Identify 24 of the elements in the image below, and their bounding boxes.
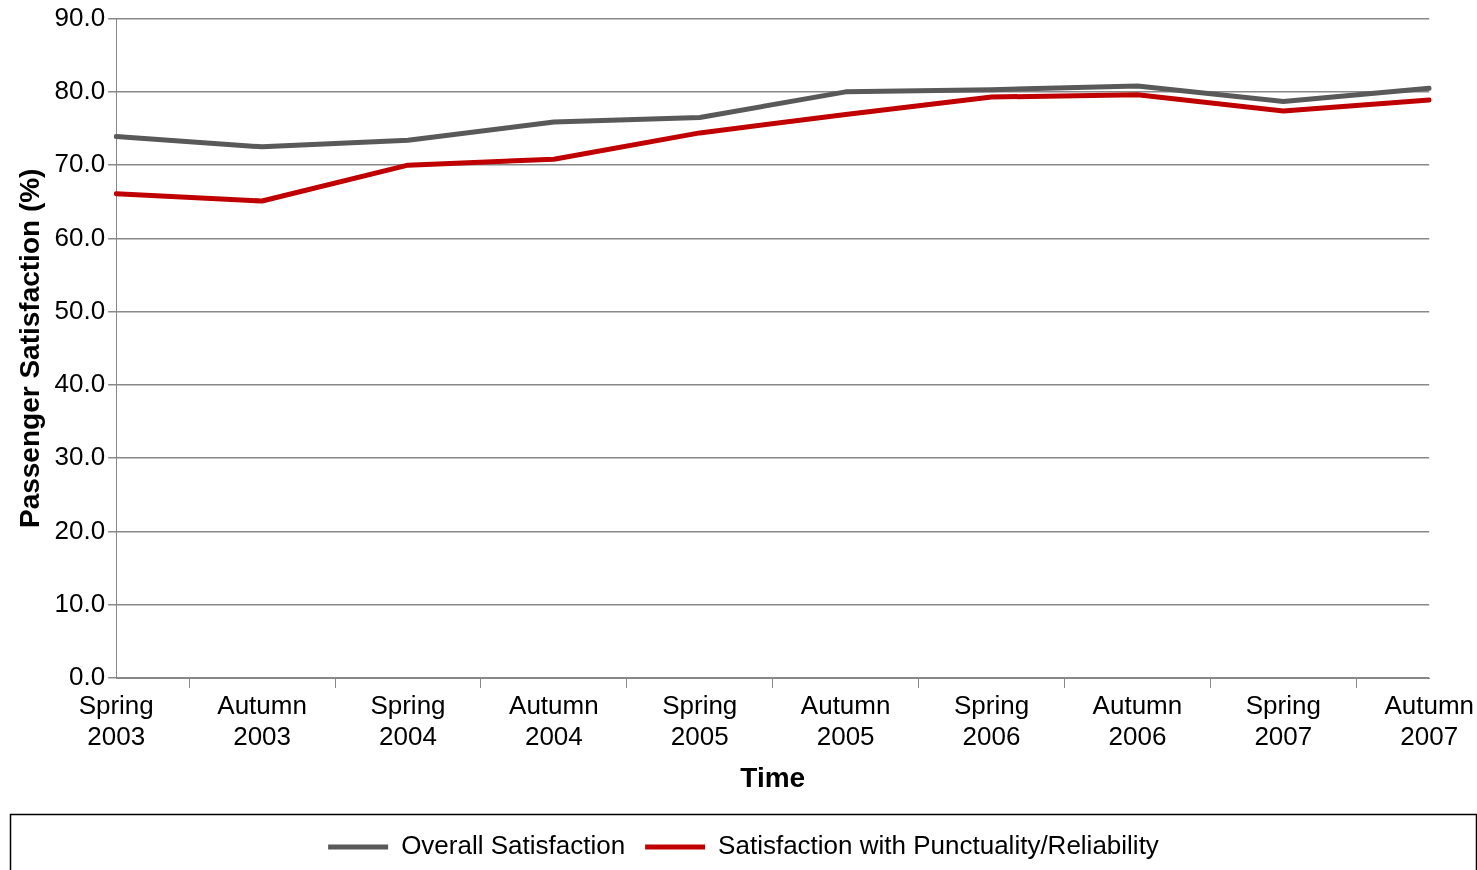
y-axis-title: Passenger Satisfaction (%) [13,168,45,529]
y-tick-label: 50.0 [54,294,106,325]
x-tick-label: Autumn 2006 [1092,689,1183,751]
y-tick-label: 60.0 [54,221,106,252]
x-tick-label: Spring 2003 [78,689,154,751]
x-tick-label: Autumn 2003 [217,689,307,751]
y-tick-label: 10.0 [54,587,106,618]
legend-label: Overall Satisfaction [401,830,626,861]
x-tick-label: Spring 2007 [1245,689,1321,751]
x-tick-label: Autumn 2004 [509,689,599,751]
y-tick-label: 90.0 [54,1,106,32]
y-tick-label: 70.0 [54,148,106,179]
x-tick-label: Spring 2006 [953,689,1030,751]
x-tick-label: Spring 2005 [662,689,738,751]
y-tick-label: 20.0 [54,514,106,545]
y-tick-label: 30.0 [54,441,106,472]
x-tick-label: Autumn 2005 [800,689,891,751]
y-tick-label: 0.0 [69,661,106,692]
x-tick-label: Spring 2004 [370,689,446,751]
x-tick-label: Autumn 2007 [1384,689,1474,751]
x-axis-title: Time [740,761,806,793]
y-tick-label: 40.0 [54,368,106,399]
legend-label: Satisfaction with Punctuality/Reliability [718,830,1159,861]
y-tick-label: 80.0 [54,75,106,106]
